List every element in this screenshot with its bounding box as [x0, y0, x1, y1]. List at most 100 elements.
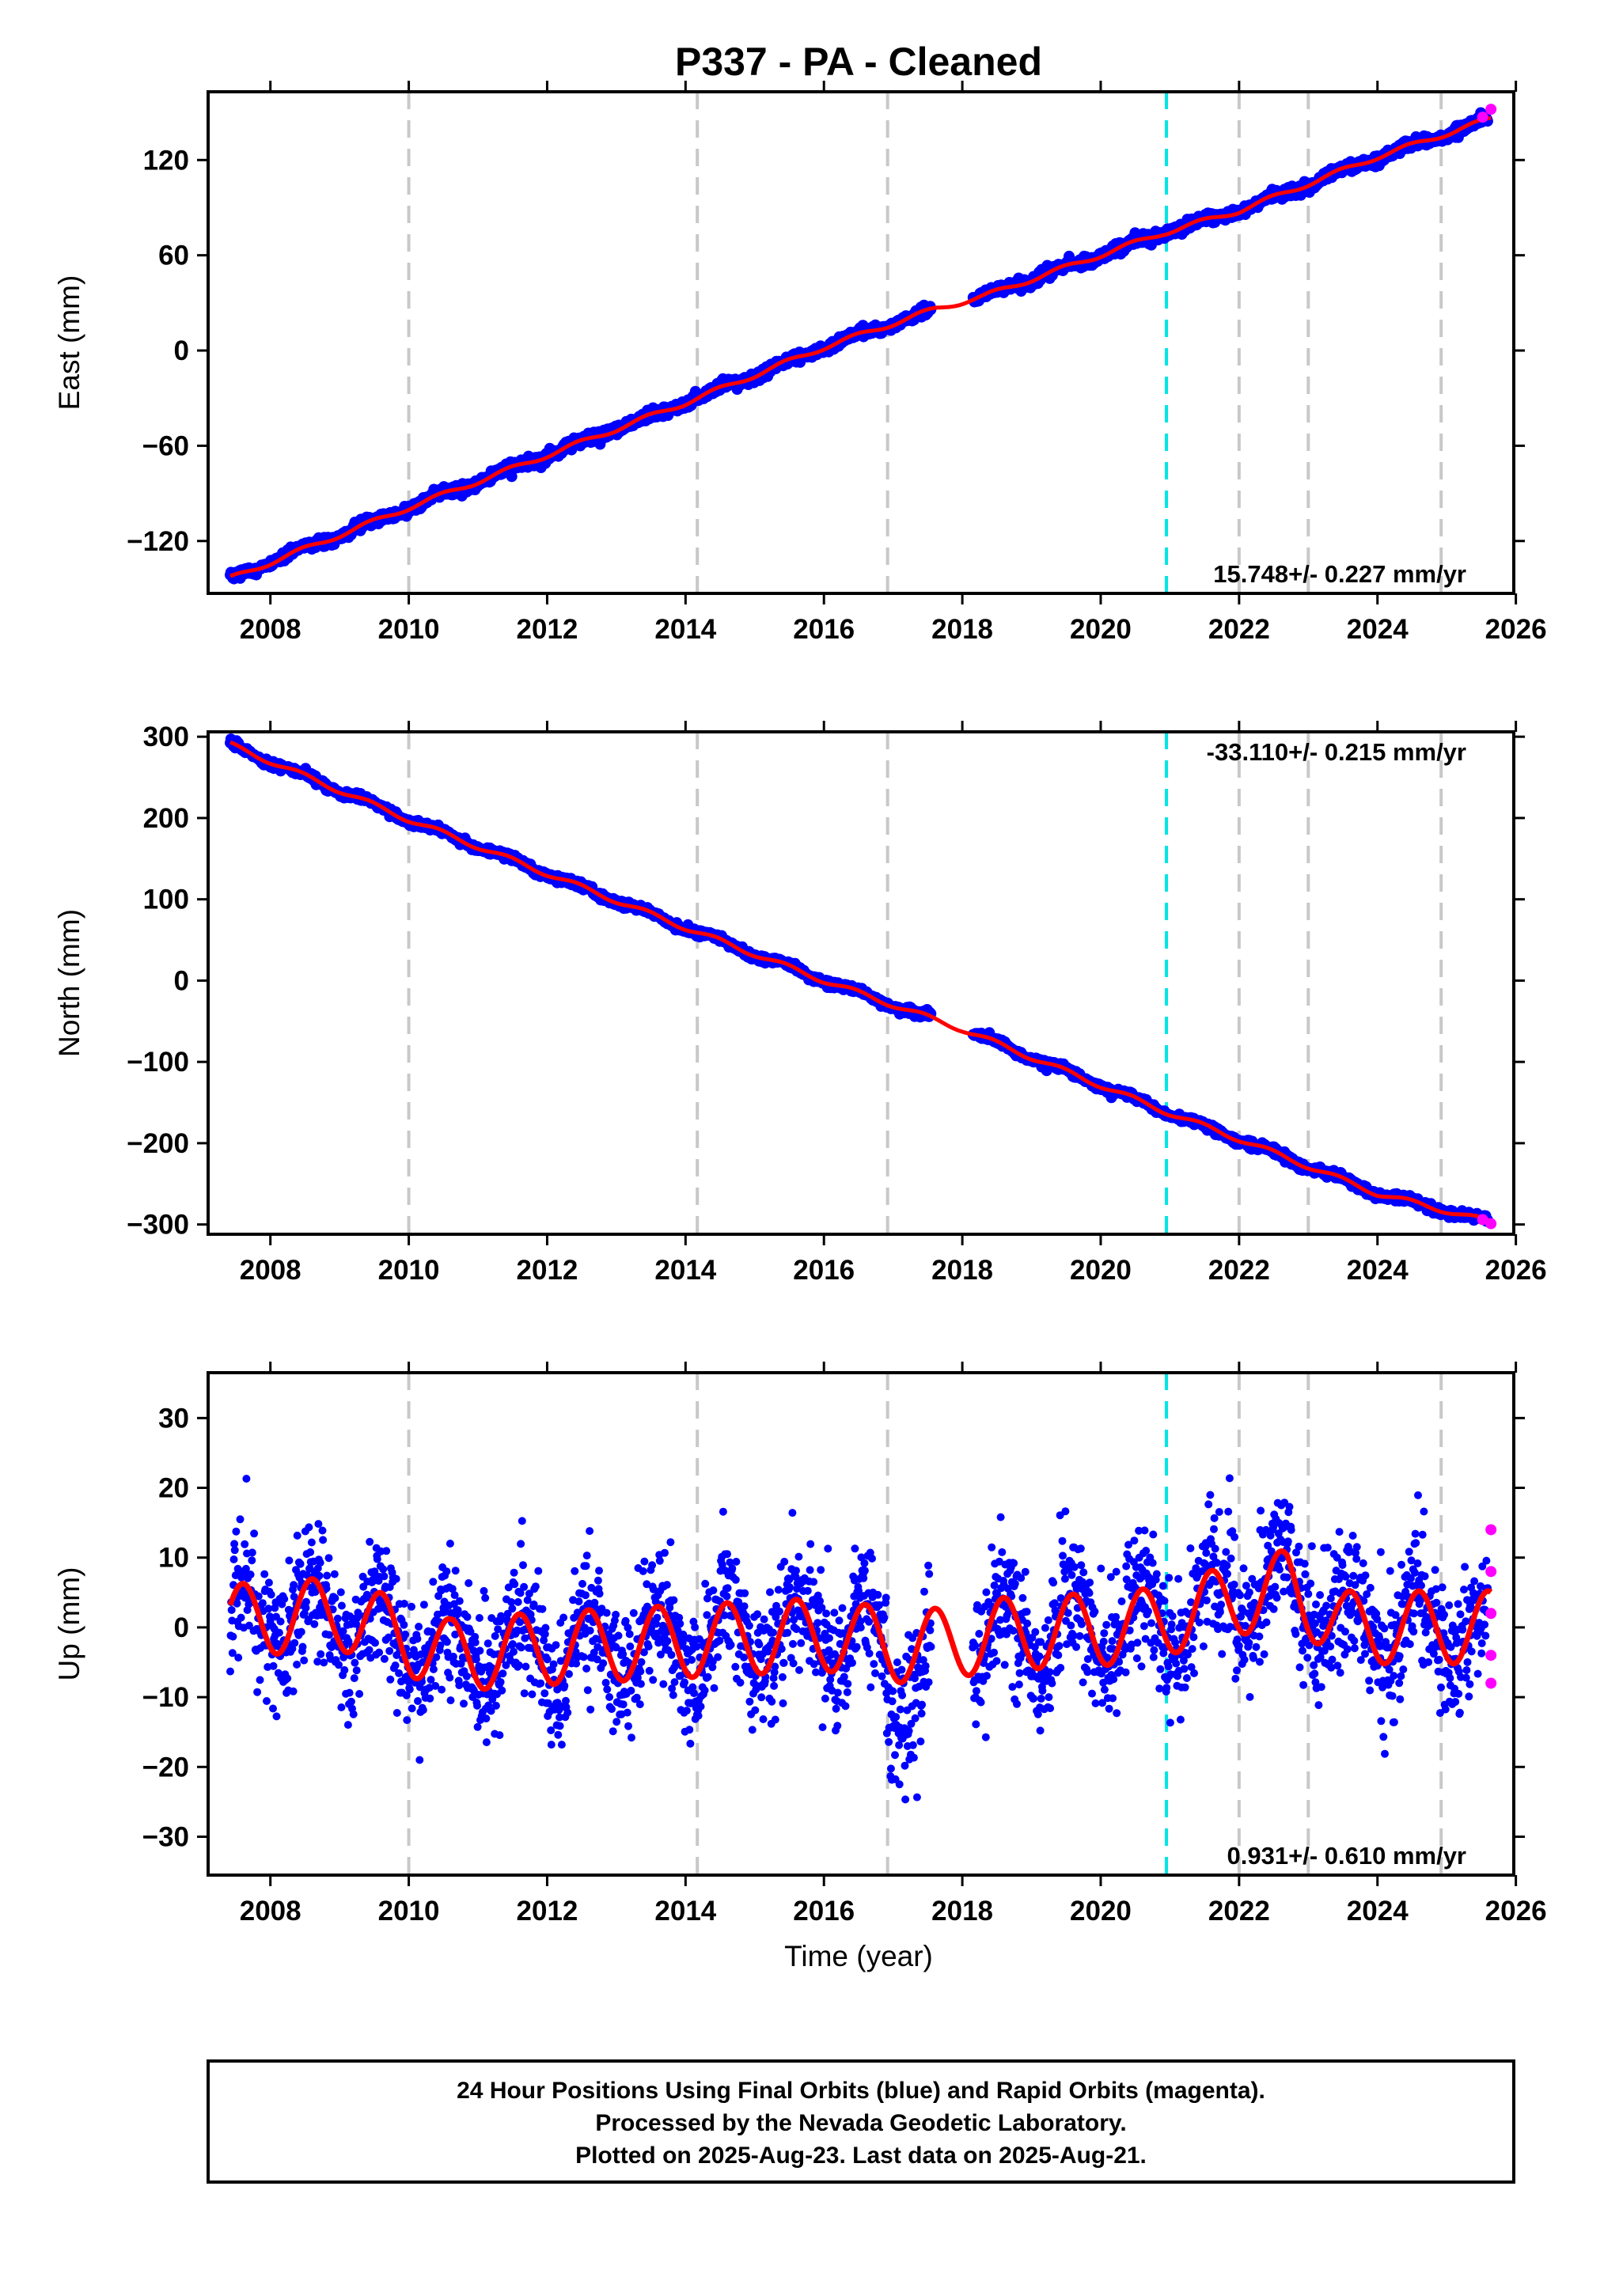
final-orbit-point [241, 1540, 249, 1548]
final-orbit-point [582, 1591, 590, 1600]
x-tick-label: 2026 [1485, 614, 1547, 645]
final-orbit-point [272, 1712, 281, 1721]
final-orbit-point [541, 1623, 550, 1632]
final-orbit-point [401, 1630, 410, 1639]
final-orbit-point [269, 1704, 277, 1713]
final-orbit-point [446, 1540, 454, 1548]
north-rate-label: -33.110+/- 0.215 mm/yr [1207, 738, 1466, 766]
final-orbit-point [300, 1656, 309, 1665]
up-points [226, 1474, 1492, 1804]
final-orbit-point [559, 1613, 568, 1622]
final-orbit-point [628, 1733, 635, 1742]
final-orbit-point [574, 1597, 583, 1606]
x-tick-label: 2014 [654, 614, 716, 645]
final-orbit-point [331, 1593, 339, 1602]
x-tick-label: 2016 [793, 614, 855, 645]
final-orbit-point [347, 1697, 355, 1706]
final-orbit-point [538, 1605, 547, 1613]
north-model-curve [229, 740, 1492, 1223]
final-orbit-point [283, 1674, 292, 1683]
final-orbit-point [400, 1600, 408, 1608]
x-tick-label: 2012 [517, 614, 578, 645]
x-tick-label: 2016 [793, 1255, 855, 1286]
y-tick-label: −120 [127, 526, 189, 557]
final-orbit-point [310, 1620, 319, 1628]
final-orbit-point [250, 1529, 259, 1538]
final-orbit-point [419, 1706, 427, 1714]
final-orbit-point [518, 1517, 526, 1525]
final-orbit-point [627, 1686, 635, 1695]
y-tick-label: 200 [143, 803, 189, 834]
final-orbit-point [517, 1540, 525, 1548]
x-tick-label: 2010 [378, 614, 440, 645]
x-tick-label: 2012 [517, 1255, 578, 1286]
east-rate-label: 15.748+/- 0.227 mm/yr [1213, 560, 1466, 588]
final-orbit-point [229, 1555, 238, 1563]
final-orbit-point [540, 1689, 549, 1698]
final-orbit-point [639, 1567, 647, 1575]
final-orbit-point [472, 1655, 480, 1664]
final-orbit-point [242, 1475, 251, 1483]
final-orbit-point [481, 1593, 490, 1602]
final-orbit-point [557, 1741, 566, 1749]
final-orbit-point [635, 1700, 644, 1709]
final-orbit-point [408, 1602, 415, 1611]
final-orbit-point [593, 1576, 602, 1585]
final-orbit-point [391, 1661, 400, 1669]
final-orbit-point [351, 1658, 359, 1667]
final-orbit-point [305, 1523, 313, 1532]
rapid-orbit-point [1485, 1218, 1497, 1229]
final-orbit-point [256, 1676, 264, 1684]
final-orbit-point [446, 1696, 455, 1705]
final-orbit-point [510, 1568, 518, 1577]
final-orbit-point [582, 1665, 591, 1673]
final-orbit-point [385, 1646, 394, 1655]
final-orbit-point [325, 1631, 333, 1639]
final-orbit-point [619, 1700, 628, 1709]
final-orbit-point [405, 1685, 414, 1694]
final-orbit-point [373, 1555, 381, 1563]
final-orbit-point [586, 1705, 595, 1714]
north-ylabel: North (mm) [53, 909, 85, 1057]
final-orbit-point [307, 1538, 316, 1547]
final-orbit-point [508, 1605, 517, 1613]
final-orbit-point [521, 1662, 530, 1671]
final-orbit-point [306, 1548, 315, 1556]
x-tick-label: 2008 [240, 614, 301, 645]
final-orbit-point [290, 1593, 298, 1601]
final-orbit-point [296, 1559, 305, 1568]
east-rapid-points [1477, 104, 1497, 123]
final-orbit-point [547, 1741, 556, 1749]
final-orbit-point [318, 1526, 327, 1535]
final-orbit-point [480, 1586, 488, 1595]
final-orbit-point [514, 1661, 523, 1669]
final-orbit-point [371, 1639, 379, 1647]
final-orbit-point [648, 1561, 657, 1570]
final-orbit-point [258, 1599, 267, 1608]
east-plot-frame [207, 90, 1515, 595]
final-orbit-point [609, 1727, 617, 1736]
final-orbit-point [429, 1578, 438, 1586]
final-orbit-point [413, 1635, 422, 1643]
y-tick-label: −60 [142, 430, 189, 461]
final-orbit-point [476, 1646, 484, 1655]
final-orbit-point [640, 1557, 649, 1566]
final-orbit-point [614, 1631, 623, 1640]
final-orbit-point [237, 1613, 245, 1622]
final-orbit-point [586, 1527, 594, 1536]
x-tick-label: 2010 [378, 1255, 440, 1286]
final-orbit-point [419, 1601, 428, 1609]
final-orbit-point [645, 1666, 654, 1675]
y-tick-label: 0 [174, 335, 189, 366]
final-orbit-point [375, 1648, 384, 1657]
final-orbit-point [595, 1567, 603, 1575]
x-tick-label: 2024 [1347, 614, 1409, 645]
final-orbit-point [534, 1567, 543, 1575]
rapid-orbit-point [1477, 112, 1488, 123]
final-orbit-point [578, 1579, 586, 1588]
x-tick-label: 2020 [1070, 1255, 1132, 1286]
final-orbit-point [520, 1582, 529, 1591]
final-orbit-point [337, 1703, 346, 1711]
y-tick-label: 300 [143, 722, 189, 752]
